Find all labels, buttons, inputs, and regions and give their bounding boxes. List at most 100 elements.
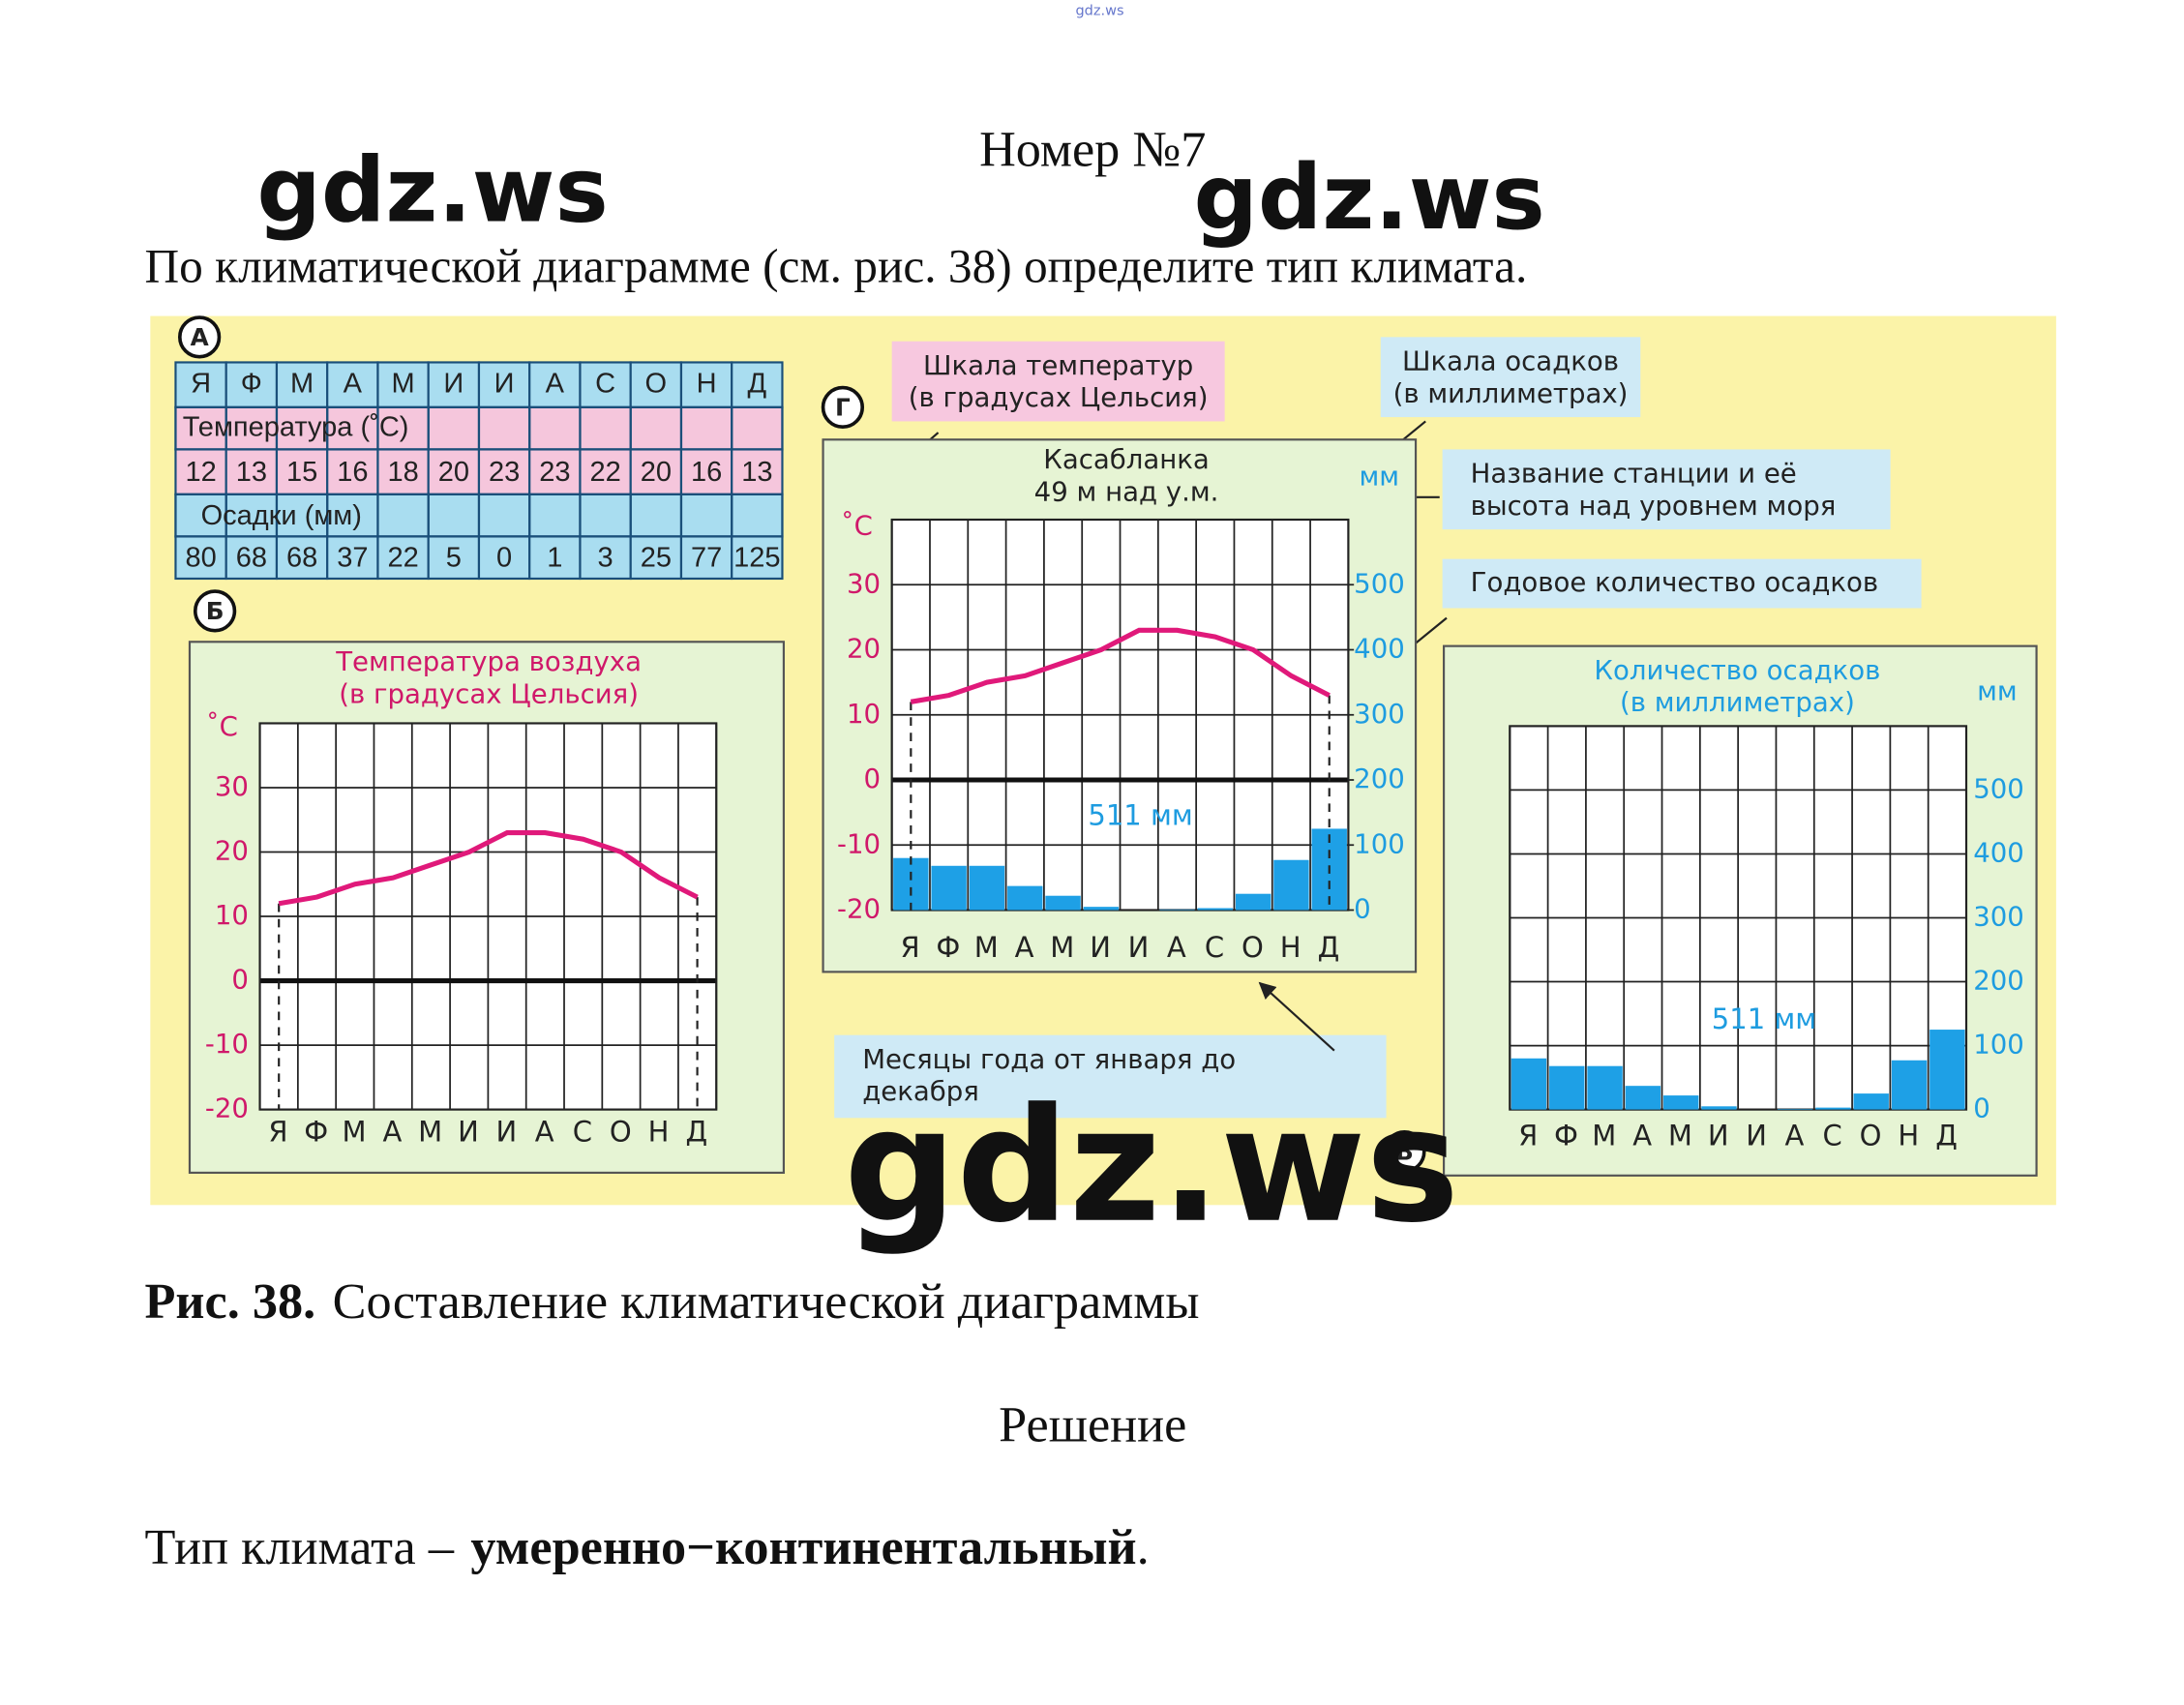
answer: Тип климата – умеренно−континентальный.	[145, 1519, 1150, 1575]
bar	[1197, 908, 1234, 911]
answer-end: .	[1137, 1519, 1150, 1575]
y-tick-label: 300	[1973, 900, 2024, 932]
x-tick-label: Ф	[936, 931, 961, 964]
table-month: А	[344, 368, 363, 399]
answer-value: умеренно−континентальный	[470, 1519, 1136, 1575]
x-tick-label: А	[1167, 931, 1187, 964]
table-cell	[275, 448, 329, 495]
x-tick-label: И	[458, 1115, 480, 1148]
y-unit: ˚С	[206, 710, 238, 742]
y-tick-label: -10	[837, 827, 881, 859]
chart-title: 49 м над у.м.	[1034, 475, 1219, 507]
annotation: 511 мм	[1088, 799, 1192, 832]
x-tick-label: И	[1090, 931, 1112, 964]
task-text: По климатической диаграмме (см. рис. 38)…	[145, 239, 1528, 292]
table-temperature: 16	[337, 457, 368, 488]
table-temperature: 23	[539, 457, 570, 488]
table-cell	[275, 535, 329, 581]
callout-box	[1442, 449, 1891, 530]
callout-text: Годовое количество осадков	[1471, 566, 1879, 598]
table-temperature: 20	[438, 457, 469, 488]
table-cell	[528, 493, 582, 538]
table-temperature-label: Температура (˚С)	[183, 411, 409, 442]
panel-label: Б	[206, 597, 224, 625]
table-cell	[427, 535, 481, 581]
x-tick-label: М	[974, 931, 1001, 964]
table-cell	[629, 493, 683, 538]
table-month: И	[443, 368, 464, 399]
x-tick-label: Я	[1518, 1120, 1540, 1152]
table-temperature: 18	[387, 457, 418, 488]
table-cell	[679, 535, 733, 581]
watermark: gdz.ws	[256, 138, 608, 243]
chart-title: Касабланка	[1043, 443, 1210, 475]
x-tick-label: М	[1592, 1120, 1618, 1152]
table-cell	[224, 535, 279, 581]
callout-text: (в градусах Цельсия)	[909, 381, 1209, 413]
chart-title: Количество осадков	[1594, 654, 1880, 686]
table-cell	[579, 535, 632, 581]
table-temperature: 20	[641, 457, 672, 488]
caption-text: Составление климатической диаграммы	[333, 1273, 1200, 1330]
callout-text: Название станции и её	[1471, 458, 1797, 490]
plot-border	[890, 518, 1350, 912]
table-cell	[579, 405, 632, 451]
chart-title: (в градусах Цельсия)	[339, 677, 639, 709]
y-tick-label: 30	[215, 770, 249, 802]
y-tick-label: 100	[1973, 1029, 2024, 1061]
bar	[893, 857, 929, 911]
x-tick-label: Я	[268, 1115, 289, 1148]
callout-text: декабря	[862, 1075, 979, 1107]
table-cell	[629, 535, 683, 581]
watermark: gdz.ws	[844, 1075, 1459, 1258]
table-cell	[629, 361, 683, 408]
x-tick-label: М	[1050, 931, 1076, 964]
bar	[1701, 1106, 1737, 1110]
bar	[1662, 1095, 1699, 1110]
x-tick-label: М	[343, 1115, 369, 1148]
x-tick-label: И	[1746, 1120, 1768, 1152]
table-cell	[477, 493, 531, 538]
y-tick-label: 0	[231, 964, 249, 996]
x-tick-label: Д	[686, 1115, 709, 1148]
callout-box	[1380, 337, 1641, 418]
table-precipitation: 80	[185, 542, 216, 573]
table-precipitation: 5	[446, 542, 462, 573]
x-tick-label: И	[495, 1115, 518, 1148]
table-temperature: 13	[741, 457, 772, 488]
panel-label: Г	[835, 393, 851, 421]
bar	[1625, 1086, 1661, 1110]
x-tick-label: Д	[1935, 1120, 1959, 1152]
x-tick-label: Д	[1318, 931, 1341, 964]
y-tick-label: 10	[215, 899, 249, 931]
table-temperature: 15	[286, 457, 317, 488]
table-month: Ф	[241, 368, 262, 399]
table-temperature: 23	[489, 457, 520, 488]
plot-border	[1509, 725, 1968, 1111]
table-cell	[477, 448, 531, 495]
table-cell	[427, 493, 481, 538]
solution-heading: Решение	[999, 1397, 1186, 1453]
table-cell	[427, 448, 481, 495]
watermark: gdz.ws	[1193, 145, 1544, 250]
table-temperature: 13	[236, 457, 267, 488]
y2-unit: мм	[1360, 460, 1400, 492]
plot-border	[258, 722, 718, 1111]
callout-text: Месяцы года от января до	[862, 1043, 1236, 1075]
table-precipitation: 68	[236, 542, 267, 573]
bar	[1045, 895, 1081, 911]
bar	[1549, 1065, 1585, 1110]
table-cell	[731, 493, 784, 538]
x-tick-label: А	[1632, 1120, 1653, 1152]
bar	[1587, 1065, 1623, 1110]
x-tick-label: А	[535, 1115, 555, 1148]
bar	[1853, 1093, 1889, 1110]
temperature-line	[910, 627, 1331, 704]
y-tick-label: 400	[1973, 836, 2024, 868]
table-precipitation: 0	[496, 542, 512, 573]
bar	[1930, 1030, 1965, 1110]
y-tick-label: 10	[847, 698, 881, 730]
y-unit: мм	[1977, 675, 2018, 707]
page-title: Номер №7	[979, 122, 1206, 178]
